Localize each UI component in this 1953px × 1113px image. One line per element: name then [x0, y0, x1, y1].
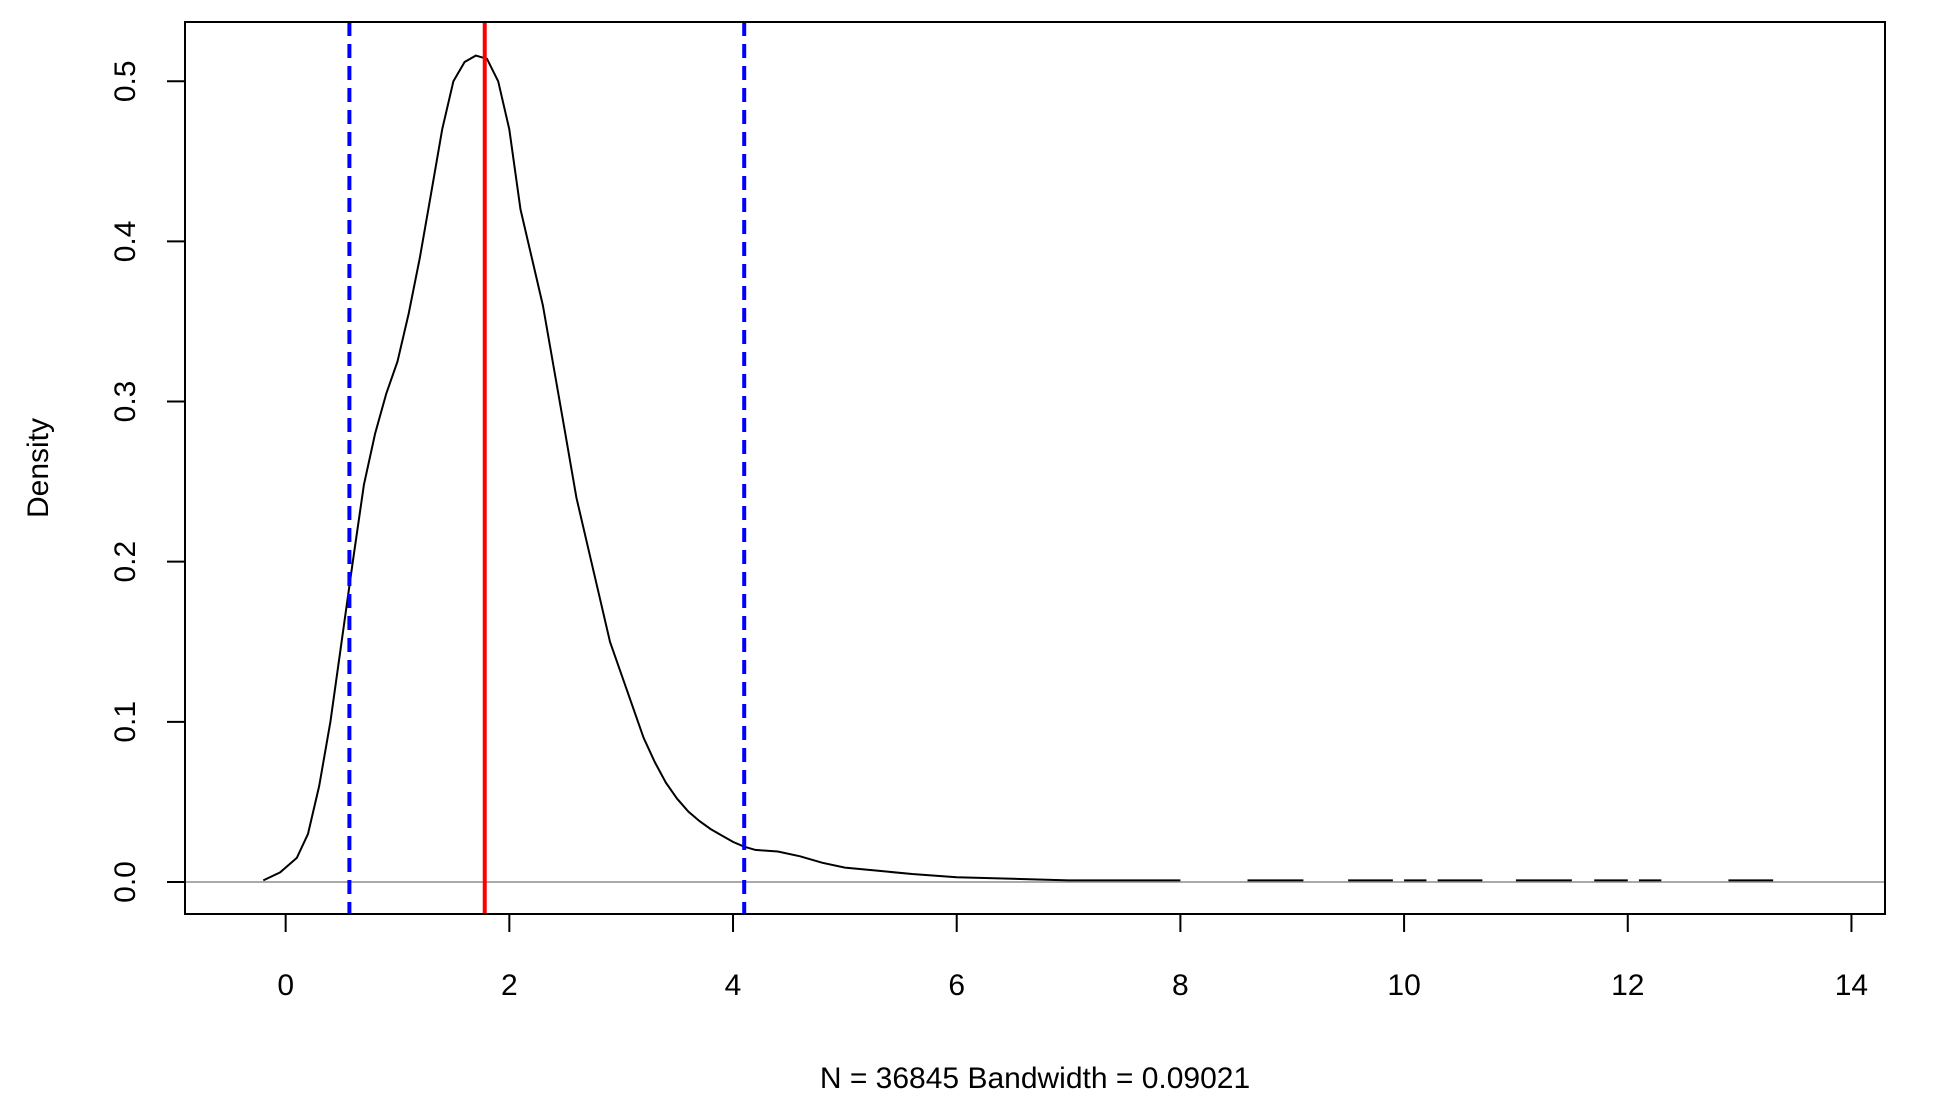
- x-axis: 0 2 4 6 8 10 12 14: [277, 913, 1868, 1002]
- y-tick-label-0: 0.0: [109, 861, 142, 903]
- y-tick-label-5: 0.5: [109, 60, 142, 102]
- y-tick-label-4: 0.4: [109, 221, 142, 263]
- density-curve-0: [262, 54, 1181, 882]
- x-tick-label-6: 12: [1611, 969, 1644, 1002]
- x-tick-label-7: 14: [1835, 969, 1868, 1002]
- y-tick-label-1: 0.1: [109, 701, 142, 743]
- x-tick-label-1: 2: [501, 969, 518, 1002]
- plot-layer: [185, 22, 1885, 914]
- y-axis: 0.0 0.1 0.2 0.3 0.4 0.5: [109, 60, 186, 903]
- y-tick-label-3: 0.3: [109, 381, 142, 423]
- y-axis-title: Density: [22, 418, 55, 518]
- x-axis-title: N = 36845 Bandwidth = 0.09021: [820, 1062, 1250, 1095]
- x-tick-label-4: 8: [1172, 969, 1189, 1002]
- plot-frame: [184, 21, 1886, 915]
- x-tick-label-5: 10: [1387, 969, 1420, 1002]
- x-tick-label-3: 6: [948, 969, 965, 1002]
- y-tick-label-2: 0.2: [109, 541, 142, 583]
- x-tick-label-0: 0: [277, 969, 294, 1002]
- x-tick-label-2: 4: [725, 969, 742, 1002]
